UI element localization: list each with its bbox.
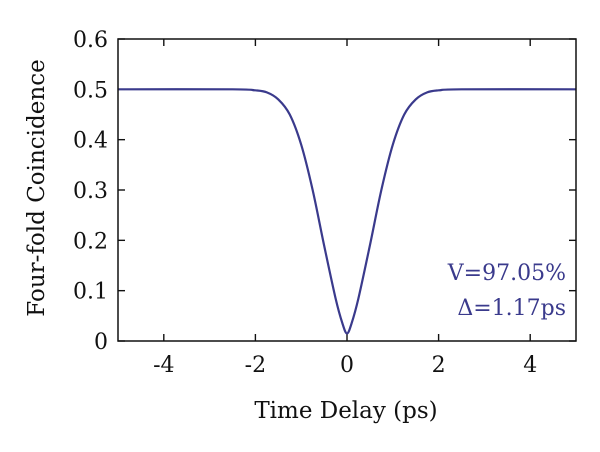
y-axis-label: Four-fold Coincidence [24, 59, 50, 316]
y-tick-label: 0.1 [73, 280, 108, 305]
y-tick-label: 0.6 [73, 28, 108, 53]
x-tick-label: 4 [523, 353, 537, 378]
y-tick-label: 0.4 [73, 129, 108, 154]
x-tick-label: 2 [432, 353, 446, 378]
series-line [117, 88, 577, 335]
y-tick-label: 0.3 [73, 179, 108, 204]
y-tick-label: 0 [94, 330, 108, 355]
plot-frame [117, 38, 577, 342]
x-tick-label: -2 [245, 353, 266, 378]
tick-labels-layer: -4 -2 0 2 4 0 0.1 0.2 0.3 0.4 0.5 0.6 [73, 28, 537, 378]
x-tick-label: -4 [153, 353, 174, 378]
y-tick-label: 0.5 [73, 78, 108, 103]
annotation-delta: Δ=1.17ps [457, 296, 566, 321]
y-tick-label: 0.2 [73, 229, 108, 254]
x-axis-label: Time Delay (ps) [254, 398, 437, 424]
x-tick-label: 0 [340, 353, 354, 378]
annotation-visibility: V=97.05% [447, 261, 566, 286]
